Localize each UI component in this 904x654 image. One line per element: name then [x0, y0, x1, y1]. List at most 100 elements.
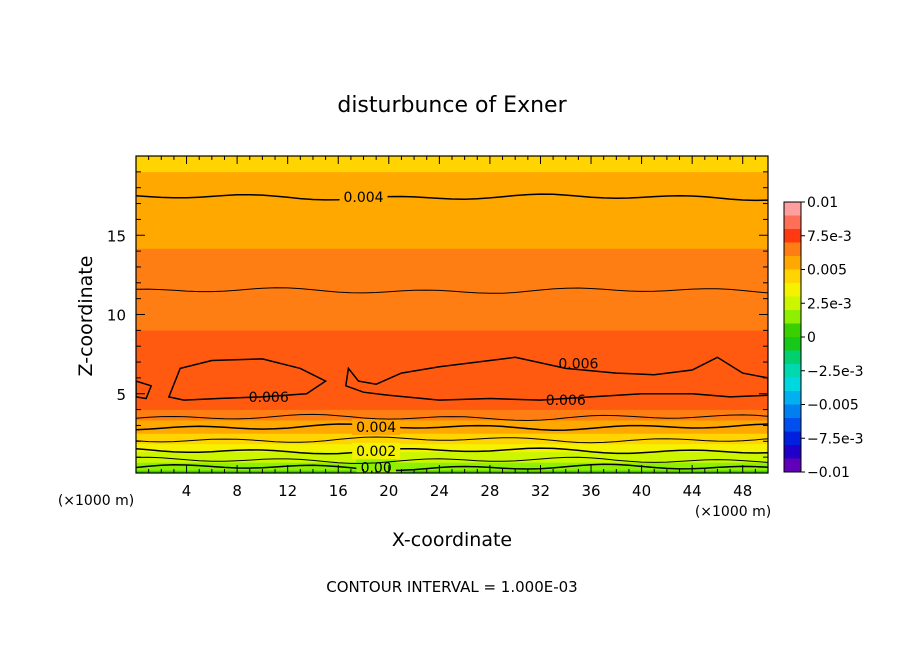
field-band — [136, 160, 768, 165]
field-band — [136, 174, 768, 178]
x-tick-label: 40 — [632, 482, 651, 500]
y-tick-label: 5 — [116, 386, 126, 404]
colorbar-label: −2.5e-3 — [807, 364, 864, 380]
field-band — [136, 208, 768, 212]
colorbar-segment — [784, 391, 801, 405]
x-tick-label: 44 — [683, 482, 702, 500]
field-band — [136, 250, 768, 255]
x-tick-label: 20 — [379, 482, 398, 500]
field-band — [136, 168, 768, 173]
x-tick-label: 36 — [581, 482, 600, 500]
field-band — [136, 211, 768, 215]
contour-0006 — [167, 358, 328, 401]
contour-label-bg — [352, 442, 401, 459]
x-axis-label: X-coordinate — [392, 529, 512, 551]
field-band — [136, 300, 768, 305]
contour-line — [136, 463, 768, 472]
field-band — [136, 348, 768, 352]
colorbar-segment — [784, 377, 801, 392]
region-0006-fill — [168, 358, 326, 401]
contour-line — [136, 423, 768, 431]
colorbar: 0.01 7.5e-3 0.005 2.5e-3 0 −2.5e-3 −0.005 −7.5e… — [783, 195, 864, 481]
field-band — [136, 271, 768, 276]
field-band — [136, 176, 768, 181]
colorbar-segment — [784, 269, 801, 284]
field-band — [136, 454, 768, 458]
contour-label-bg — [352, 419, 401, 436]
contour-line — [136, 456, 768, 464]
field-band — [136, 456, 768, 461]
field-band — [136, 285, 768, 289]
field-band — [136, 419, 768, 424]
contour-label: 0.006 — [546, 393, 586, 409]
field-band — [136, 462, 768, 466]
field-band — [136, 240, 768, 244]
field-band — [136, 261, 768, 265]
colorbar-label: 0 — [807, 330, 816, 346]
field-band — [136, 335, 768, 339]
field-band — [136, 337, 768, 342]
colorbar-label: 7.5e-3 — [807, 229, 852, 245]
colorbar-segment — [784, 215, 801, 230]
field-band — [136, 166, 768, 170]
field-band — [136, 430, 768, 434]
field-band — [136, 266, 768, 270]
field-band — [136, 411, 768, 416]
field-band — [136, 303, 768, 307]
field-band — [136, 311, 768, 315]
field-band — [136, 163, 768, 167]
contour-interval-text: CONTOUR INTERVAL = 1.000E-03 — [326, 578, 577, 596]
chart-title: disturbunce of Exner — [337, 93, 567, 118]
field-band — [136, 314, 768, 318]
field-band — [136, 293, 768, 297]
field-band — [136, 340, 768, 344]
field-band — [136, 324, 768, 329]
colorbar-label: −0.01 — [807, 465, 850, 481]
field-band — [136, 264, 768, 268]
field-band — [136, 171, 768, 175]
field-band — [136, 232, 768, 236]
contour-line — [136, 413, 768, 422]
colorbar-segment — [784, 364, 801, 378]
field-band — [136, 256, 768, 260]
field-band — [136, 351, 768, 355]
field-band — [136, 245, 768, 249]
colorbar-label: 0.01 — [807, 195, 838, 211]
y-tick-label: 15 — [107, 227, 126, 245]
field-band — [136, 258, 768, 262]
field-band — [136, 451, 768, 455]
field-band — [136, 221, 768, 225]
colorbar-label: −0.005 — [807, 398, 859, 414]
field-band — [136, 253, 768, 257]
field-band — [136, 248, 768, 252]
colorbar-segment — [784, 283, 801, 297]
colorbar-label: 0.005 — [807, 263, 847, 279]
field-band — [136, 330, 768, 334]
x-tick-label: 8 — [232, 482, 242, 500]
colorbar-segment — [784, 202, 801, 216]
field-band — [136, 277, 768, 281]
colorbar-segment — [784, 310, 801, 324]
field-band — [136, 443, 768, 447]
field-band — [136, 195, 768, 199]
x-tick-label: 28 — [480, 482, 499, 500]
field-band — [136, 308, 768, 313]
field-band — [136, 409, 768, 413]
contour-label: 0.002 — [356, 444, 396, 460]
field-band — [136, 404, 768, 408]
colorbar-segment — [784, 431, 801, 446]
field-band — [136, 316, 768, 321]
field-band — [136, 279, 768, 284]
x-unit-right: (×1000 m) — [695, 504, 771, 520]
field-band — [136, 322, 768, 326]
x-tick-label: 4 — [182, 482, 192, 500]
colorbar-label: −7.5e-3 — [807, 431, 864, 447]
field-band — [136, 327, 768, 331]
y-axis-label: Z-coordinate — [75, 256, 97, 377]
colorbar-segment — [784, 229, 801, 243]
colorbar-segment — [784, 242, 801, 257]
contour-line — [136, 436, 768, 444]
region-0006-fill — [345, 357, 768, 401]
colorbar-segment — [784, 458, 801, 473]
